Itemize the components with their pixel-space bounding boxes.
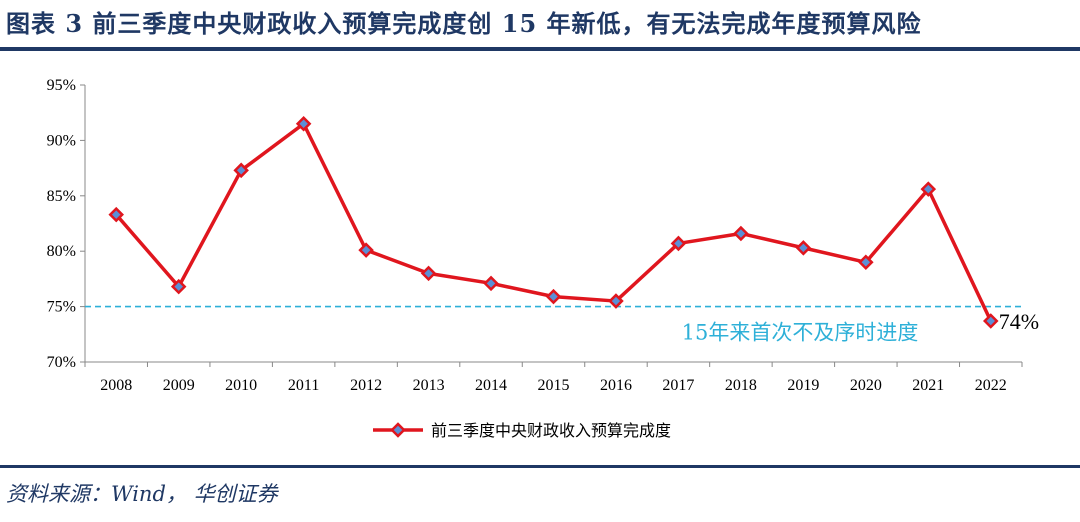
data-point	[233, 162, 249, 179]
chart-title: 图表 3 前三季度中央财政收入预算完成度创 15 年新低，有无法完成年度预算风险	[6, 9, 922, 38]
data-point	[982, 313, 999, 329]
legend: 前三季度中央财政收入预算完成度	[373, 421, 671, 440]
data-point	[795, 240, 812, 256]
x-tick-label: 2022	[975, 377, 1007, 394]
source-note: 资料来源：Wind， 华创证券	[6, 482, 278, 506]
data-point	[483, 275, 499, 292]
axes: 70% 75% 80% 85% 90% 95% 2008 2009 2010 2011 2012 20…	[47, 77, 1023, 394]
y-tick-label: 85%	[47, 188, 76, 205]
legend-marker	[390, 422, 406, 438]
x-tick-label: 2010	[225, 377, 257, 394]
data-point	[733, 225, 749, 242]
x-tick-label: 2009	[163, 377, 195, 394]
data-label: 74%	[999, 309, 1039, 334]
x-tick-label: 2008	[100, 377, 132, 394]
data-point	[545, 288, 562, 305]
x-tick-label: 2012	[350, 377, 382, 394]
data-point	[358, 242, 374, 258]
legend-label: 前三季度中央财政收入预算完成度	[431, 421, 671, 440]
data-point	[858, 254, 874, 271]
data-point	[108, 206, 125, 223]
y-tick-label: 70%	[47, 354, 76, 371]
x-tick-label: 2014	[475, 377, 507, 394]
x-tick-label: 2011	[288, 377, 319, 394]
x-tick-label: 2015	[538, 377, 570, 394]
line-chart: 70% 75% 80% 85% 90% 95% 2008 2009 2010 2011 2012 20…	[47, 77, 1039, 440]
reference-line-label: 15年来首次不及序时进度	[682, 321, 919, 345]
data-point	[920, 181, 937, 197]
x-tick-label: 2018	[725, 377, 757, 394]
y-tick-label: 75%	[47, 299, 76, 316]
x-tick-label: 2021	[912, 377, 944, 394]
data-point	[420, 265, 437, 282]
footer-divider	[0, 465, 1080, 468]
x-tick-label: 2019	[787, 377, 819, 394]
title-divider	[0, 47, 1080, 51]
x-tick-label: 2020	[850, 377, 882, 394]
x-tick-label: 2017	[662, 377, 694, 394]
data-point	[608, 293, 624, 309]
reference-line-group: 15年来首次不及序时进度	[85, 305, 1022, 345]
data-point	[170, 278, 187, 295]
data-point	[670, 235, 687, 252]
y-tick-label: 80%	[47, 243, 76, 260]
y-tick-label: 90%	[47, 132, 76, 149]
series-group: 74%	[108, 116, 1039, 334]
x-tick-label: 2016	[600, 377, 632, 394]
data-point	[295, 116, 312, 132]
x-tick-label: 2013	[413, 377, 445, 394]
y-tick-label: 95%	[47, 77, 76, 94]
